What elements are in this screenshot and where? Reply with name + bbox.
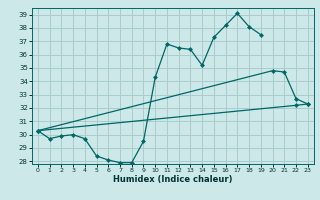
X-axis label: Humidex (Indice chaleur): Humidex (Indice chaleur) [113,175,233,184]
